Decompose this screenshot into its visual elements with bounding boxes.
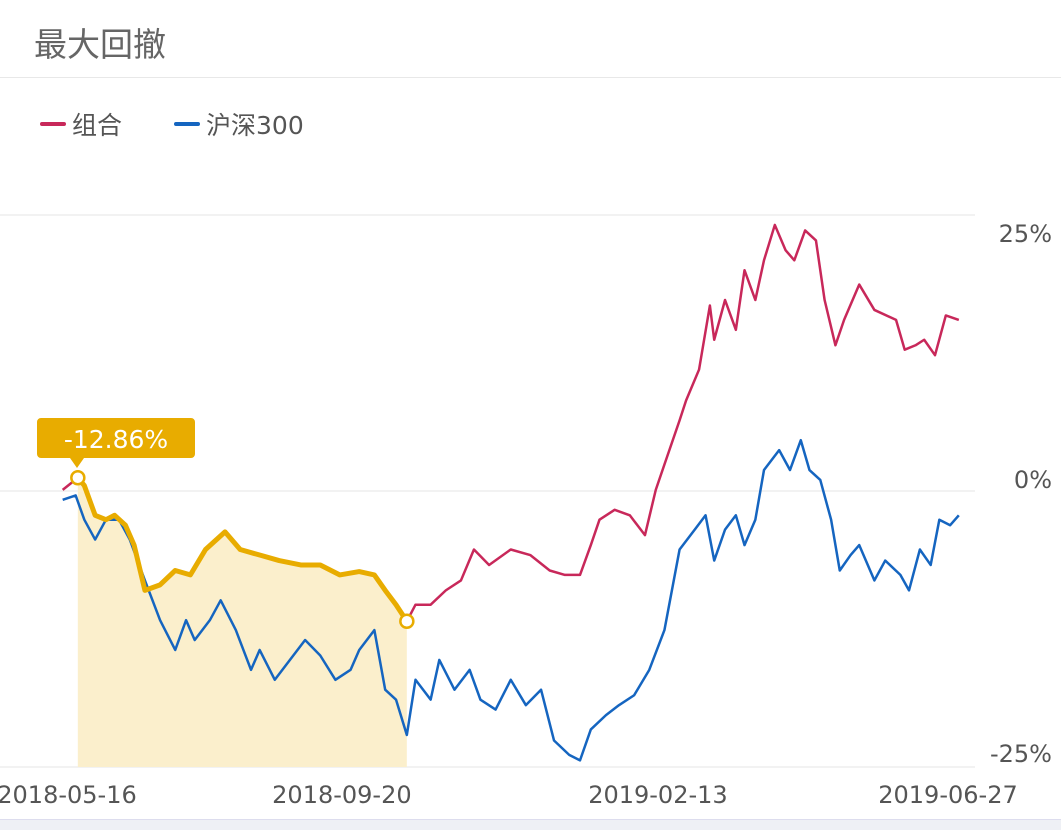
chart-legend: 组合 沪深300 bbox=[40, 106, 304, 142]
legend-item-portfolio[interactable]: 组合 bbox=[40, 106, 122, 142]
x-tick-label: 2018-05-16 bbox=[0, 781, 137, 809]
drawdown-trough-marker bbox=[399, 613, 415, 630]
legend-swatch-csi300 bbox=[174, 122, 201, 126]
y-tick-label: -25% bbox=[990, 740, 1052, 768]
drawdown-peak-marker bbox=[70, 470, 86, 486]
legend-label: 沪深300 bbox=[206, 111, 304, 140]
x-tick-label: 2019-06-27 bbox=[878, 781, 1017, 809]
bottom-bar bbox=[0, 819, 1061, 830]
csi300-line bbox=[62, 438, 960, 762]
legend-swatch-portfolio bbox=[40, 122, 66, 126]
x-tick-label: 2018-09-20 bbox=[272, 781, 411, 809]
y-tick-label: 0% bbox=[1014, 466, 1052, 494]
y-tick-label: 25% bbox=[999, 220, 1052, 248]
drawdown-area bbox=[77, 477, 407, 767]
legend-item-csi300[interactable]: 沪深300 bbox=[174, 106, 304, 142]
page-title: 最大回撤 bbox=[34, 25, 166, 64]
x-tick-label: 2019-02-13 bbox=[588, 781, 727, 809]
drawdown-value: -12.86% bbox=[64, 425, 168, 454]
legend-label: 组合 bbox=[72, 111, 123, 140]
drawdown-line bbox=[75, 476, 409, 623]
drawdown-tooltip bbox=[37, 418, 195, 468]
title-divider bbox=[0, 77, 1061, 78]
